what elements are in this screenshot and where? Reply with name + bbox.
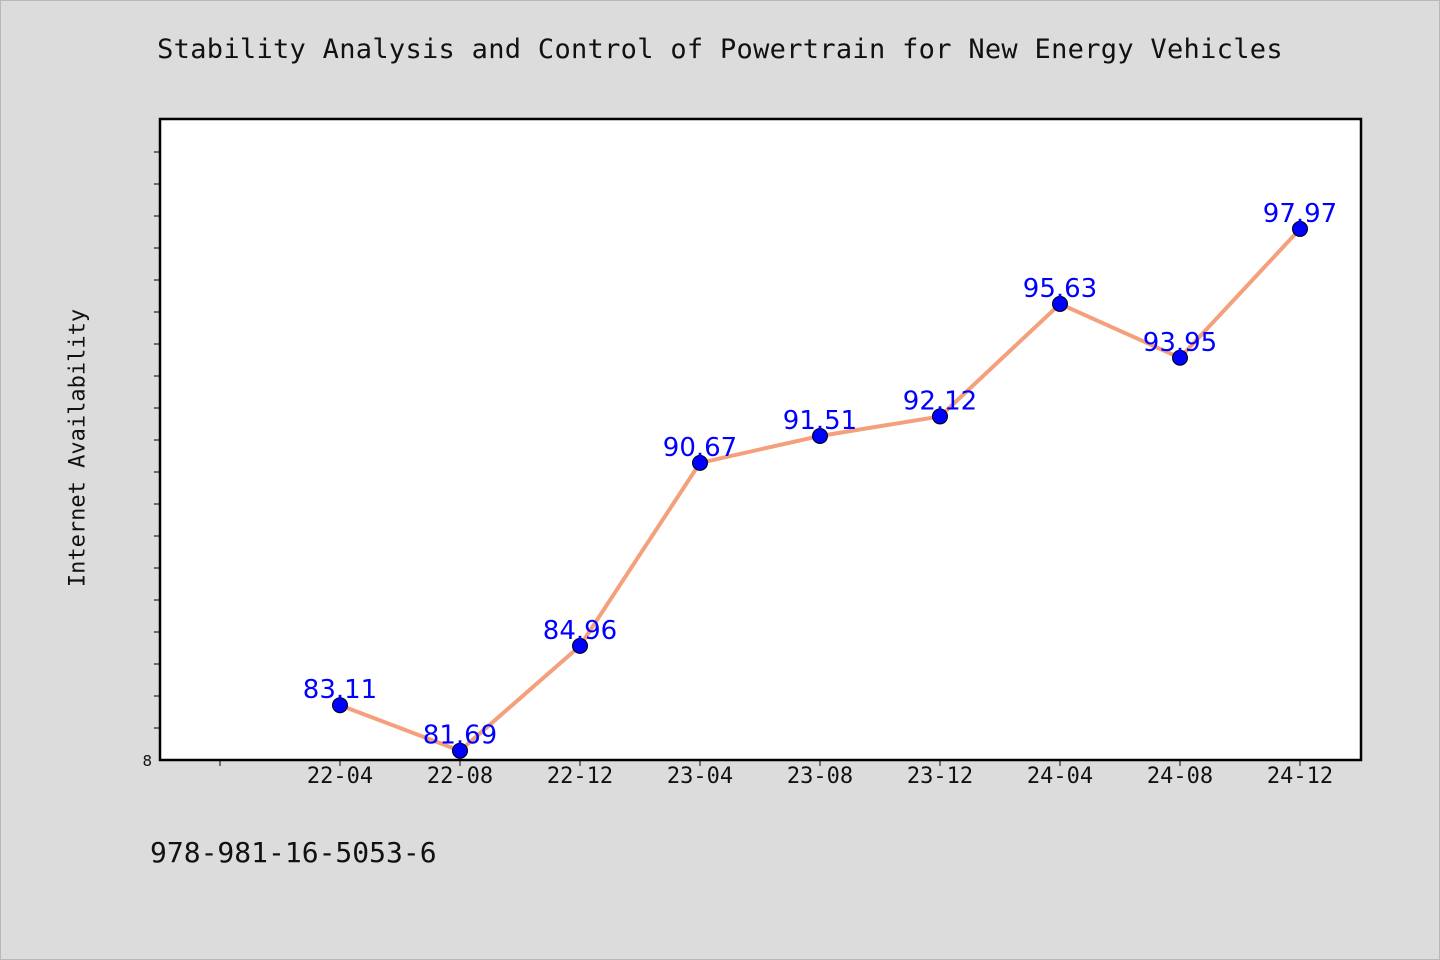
data-label: 93.95 xyxy=(1143,328,1217,358)
chart-title: Stability Analysis and Control of Powert… xyxy=(157,34,1283,65)
data-point xyxy=(692,454,708,471)
data-label: 95.63 xyxy=(1023,274,1097,304)
data-point xyxy=(932,408,948,425)
x-tick-label: 24-04 xyxy=(1027,764,1093,789)
x-tick-label: 22-08 xyxy=(427,764,493,789)
x-tick-label: 24-08 xyxy=(1147,764,1213,789)
x-tick-label: 24-12 xyxy=(1267,764,1333,789)
y-tick-label: 8 xyxy=(142,752,152,770)
data-point xyxy=(1052,295,1068,312)
data-label: 97.97 xyxy=(1263,199,1337,229)
footer-code: 978-981-16-5053-6 xyxy=(150,836,437,869)
data-point xyxy=(332,697,348,714)
x-tick-label: 22-12 xyxy=(547,764,613,789)
data-point xyxy=(452,742,468,759)
data-point xyxy=(1292,220,1308,237)
data-label: 90.67 xyxy=(663,433,737,463)
x-tick-label: 23-08 xyxy=(787,764,853,789)
x-tick-label: 22-04 xyxy=(307,764,373,789)
data-point xyxy=(1172,349,1188,366)
data-point xyxy=(812,427,828,444)
plot-area xyxy=(158,117,1363,762)
data-label: 81.69 xyxy=(423,721,497,751)
x-tick-label: 23-04 xyxy=(667,764,733,789)
x-tick-label: 23-12 xyxy=(907,764,973,789)
data-label: 92.12 xyxy=(903,386,977,416)
data-label: 91.51 xyxy=(783,406,857,436)
data-point xyxy=(572,637,588,654)
data-label: 84.96 xyxy=(543,616,617,646)
data-label: 83.11 xyxy=(303,675,377,705)
